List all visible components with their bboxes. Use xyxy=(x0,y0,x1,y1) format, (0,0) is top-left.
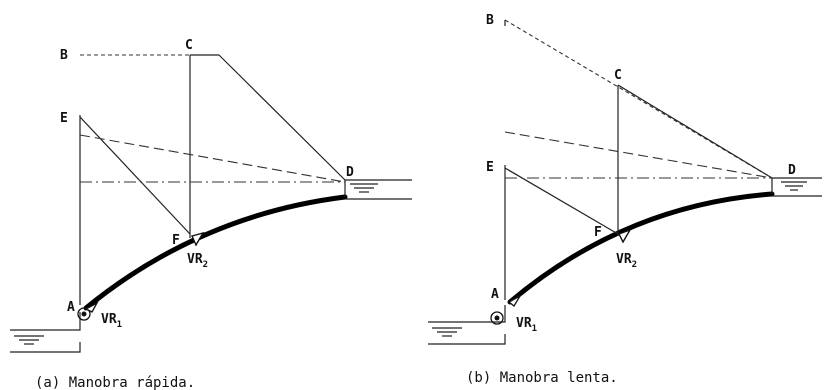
line-dashed-E-D-b xyxy=(504,131,773,179)
label-vr2-b: VR2 xyxy=(616,252,637,270)
line-C-D-a xyxy=(218,54,346,181)
label-E-b: E xyxy=(486,160,494,175)
line-E-F-a xyxy=(79,116,191,235)
pipe-a xyxy=(83,194,348,311)
label-B-b: B xyxy=(486,13,494,28)
label-vr2-a: VR2 xyxy=(187,252,208,270)
diagram-b: B C E D F A VR1 VR2 (b) Manobra lenta. xyxy=(428,13,822,386)
valve-2-a xyxy=(191,231,205,247)
line-E-F-b xyxy=(504,167,619,235)
upper-reservoir-b xyxy=(771,177,822,197)
pipe-b xyxy=(507,191,775,305)
lower-reservoir-a xyxy=(10,312,81,353)
label-B-a: B xyxy=(60,48,68,63)
upper-reservoir-a xyxy=(344,179,412,200)
valve-1-a xyxy=(77,301,99,321)
lower-reservoir-b xyxy=(428,305,506,345)
valve-2-b xyxy=(618,228,632,244)
label-vr1-a: VR1 xyxy=(101,312,122,330)
label-A-a: A xyxy=(67,300,75,315)
diagram-a: B C E D F A VR1 VR2 (a) Manobra rápida. xyxy=(10,38,412,390)
label-C-b: C xyxy=(614,68,622,83)
caption-a: (a) Manobra rápida. xyxy=(35,375,195,390)
line-C-D-b xyxy=(617,84,773,179)
label-C-a: C xyxy=(185,38,193,53)
label-F-b: F xyxy=(594,225,602,240)
label-D-a: D xyxy=(346,165,354,180)
label-A-b: A xyxy=(491,287,499,302)
dashed-B-D-b xyxy=(504,19,773,179)
valve-1-b xyxy=(490,294,522,325)
caption-b: (b) Manobra lenta. xyxy=(466,370,618,386)
label-D-b: D xyxy=(788,163,796,178)
label-F-a: F xyxy=(172,233,180,248)
label-vr1-b: VR1 xyxy=(516,316,537,334)
label-E-a: E xyxy=(60,111,68,126)
